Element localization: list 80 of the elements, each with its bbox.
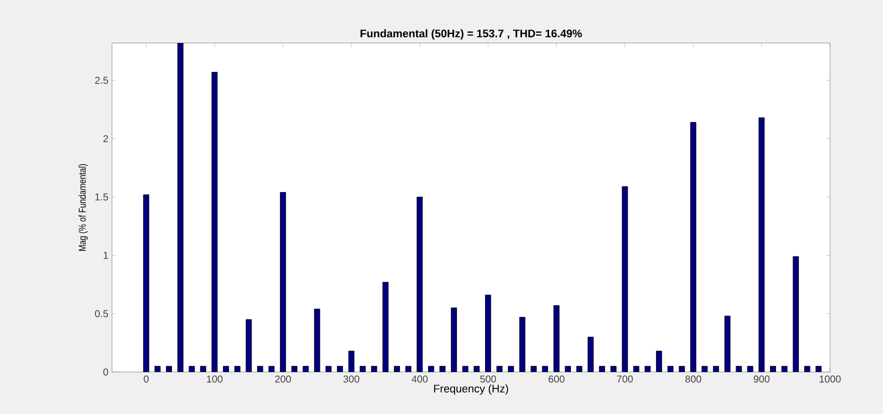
- bar: [166, 366, 172, 372]
- bar: [599, 366, 606, 372]
- bar: [257, 366, 264, 372]
- x-tick-label: 0: [144, 376, 149, 383]
- bar: [302, 366, 309, 372]
- x-tick-label: 700: [617, 376, 633, 383]
- bar: [326, 366, 332, 372]
- y-tick-label: 2: [103, 135, 108, 142]
- bar: [212, 72, 218, 372]
- bar: [268, 366, 275, 372]
- bar: [188, 366, 195, 372]
- bar: [792, 256, 799, 372]
- x-tick-label: 300: [343, 376, 360, 383]
- bar: [610, 366, 616, 372]
- bar: [394, 366, 400, 372]
- bar: [314, 308, 320, 372]
- bar: [519, 316, 526, 372]
- x-tick-label: 600: [548, 376, 564, 383]
- y-tick-label: 0.5: [95, 310, 108, 318]
- y-tick-label: 1.5: [95, 194, 108, 200]
- bar: [246, 319, 252, 372]
- bar: [143, 194, 150, 372]
- bar: [747, 366, 754, 372]
- bar: [508, 366, 514, 372]
- bar: [291, 366, 298, 372]
- bar: [781, 366, 788, 372]
- bar: [450, 308, 457, 372]
- bar: [371, 366, 378, 372]
- bar: [644, 366, 651, 372]
- x-tick-label: 500: [480, 376, 496, 383]
- bar: [382, 282, 389, 372]
- bar: [656, 350, 662, 372]
- bar: [177, 42, 184, 372]
- x-tick-label: 900: [754, 376, 770, 383]
- x-tick-label: 800: [685, 376, 702, 383]
- bar: [336, 366, 343, 372]
- bar: [758, 117, 765, 372]
- bar: [588, 336, 594, 372]
- x-tick-label: 100: [207, 376, 222, 383]
- bar: [496, 366, 502, 372]
- bar: [348, 350, 354, 372]
- bar: [678, 366, 685, 372]
- bar: [713, 366, 720, 372]
- bar: [474, 366, 480, 372]
- x-axis-title: Frequency (Hz): [434, 384, 508, 395]
- y-tick-label: 2.5: [95, 76, 108, 84]
- y-tick-label: 1: [104, 252, 108, 259]
- bar: [633, 366, 640, 372]
- bar: [416, 196, 423, 372]
- bar: [770, 366, 776, 372]
- bar: [530, 366, 537, 372]
- bar: [440, 366, 446, 372]
- bar: [405, 366, 412, 372]
- bar: [542, 366, 548, 372]
- bar: [234, 366, 240, 372]
- bar: [690, 122, 696, 372]
- bar: [553, 305, 560, 372]
- x-tick-label: 200: [275, 376, 291, 383]
- y-tick-label: 0: [103, 368, 108, 376]
- bar: [280, 192, 286, 372]
- bar: [576, 366, 582, 372]
- bar: [154, 366, 161, 372]
- bar: [816, 366, 822, 372]
- bar: [622, 186, 628, 372]
- chart-title: Fundamental (50Hz) = 153.7 , THD= 16.49%: [360, 29, 582, 40]
- x-tick-label: 1000: [820, 376, 841, 383]
- bar: [702, 366, 708, 372]
- bar: [804, 366, 810, 372]
- bar: [564, 366, 571, 372]
- x-tick-label: 400: [412, 376, 428, 383]
- bar: [667, 366, 674, 372]
- bar: [200, 366, 206, 372]
- bar: [485, 294, 492, 372]
- bar: [724, 316, 730, 372]
- bar: [462, 366, 468, 372]
- bar: [360, 366, 366, 372]
- bar: [736, 366, 742, 372]
- bar: [428, 366, 434, 372]
- y-axis-title: Mag (% of Fundamental): [78, 164, 88, 251]
- bar: [222, 366, 229, 372]
